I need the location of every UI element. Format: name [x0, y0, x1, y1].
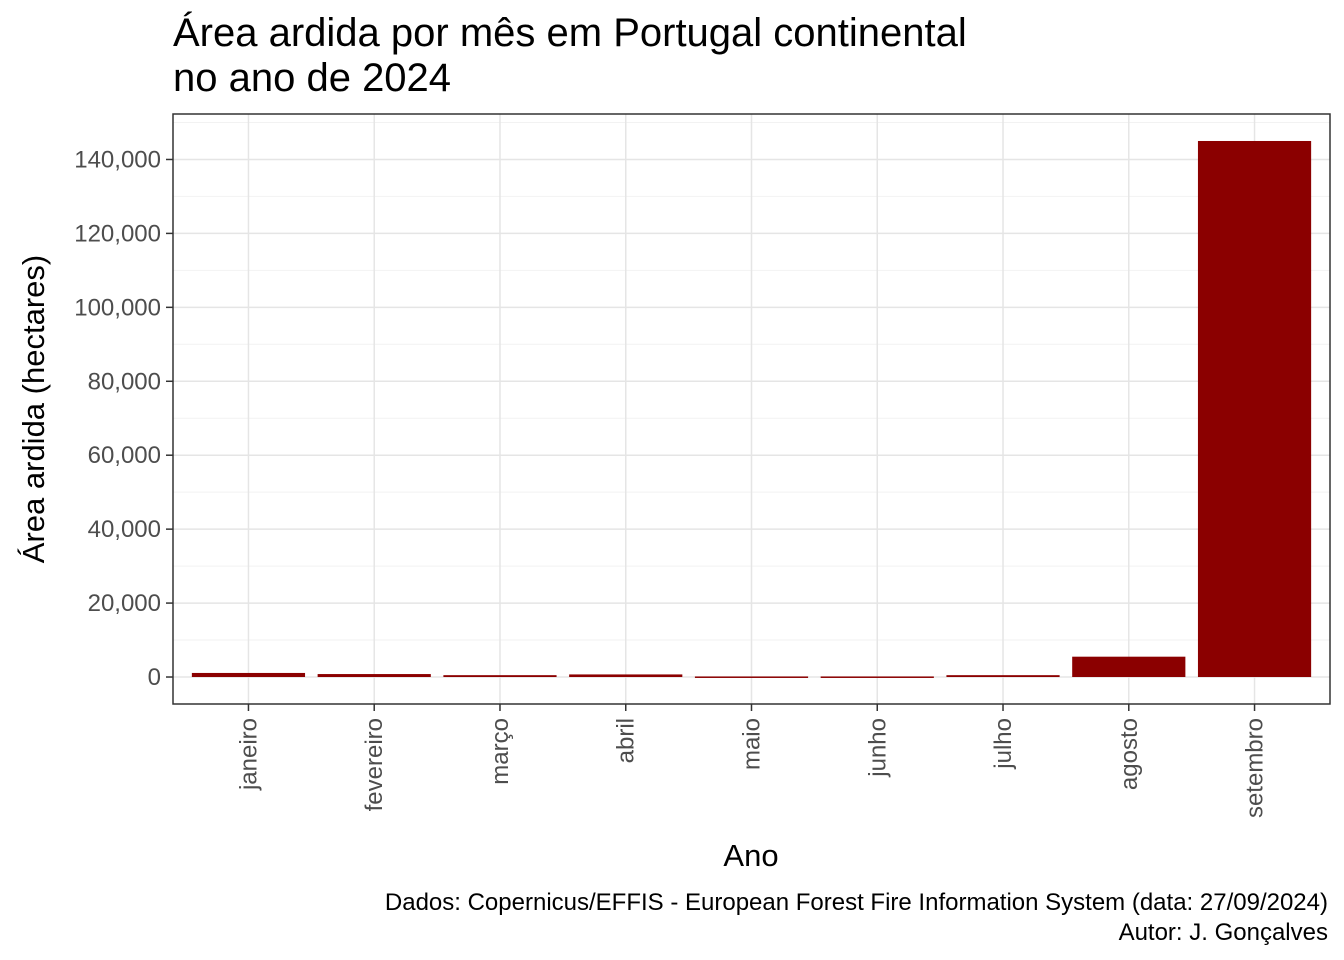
- bar-agosto: [1072, 656, 1186, 678]
- y-tick-label: 120,000: [74, 220, 161, 247]
- bars-group: [191, 140, 1312, 678]
- y-tick-label: 100,000: [74, 294, 161, 321]
- bar-fevereiro: [317, 674, 431, 678]
- bar-janeiro: [191, 672, 306, 678]
- y-tick-label: 0: [148, 664, 161, 691]
- y-tick-label: 140,000: [74, 146, 161, 173]
- x-tick-label: maio: [739, 718, 766, 770]
- x-tick-label: abril: [613, 718, 640, 763]
- x-tick-label: agosto: [1116, 718, 1143, 790]
- chart-title-line-2: no ano de 2024: [173, 56, 451, 100]
- bar-março: [443, 675, 557, 678]
- y-axis: 0 20,000 40,000 60,000 80,000 100,000 120,000 1…: [74, 146, 173, 691]
- y-tick-label: 60,000: [88, 442, 161, 469]
- bar-setembro: [1197, 140, 1312, 678]
- x-tick-label: fevereiro: [361, 718, 388, 811]
- x-tick-label: setembro: [1242, 718, 1269, 818]
- caption-author: Autor: J. Gonçalves: [1119, 919, 1328, 946]
- x-tick-label: março: [487, 718, 514, 785]
- y-tick-label: 80,000: [88, 368, 161, 395]
- bar-julho: [946, 675, 1060, 678]
- bar-abril: [569, 674, 683, 678]
- y-axis-title: Área ardida (hectares): [16, 255, 51, 563]
- caption-source: Dados: Copernicus/EFFIS - European Fores…: [385, 889, 1328, 916]
- x-tick-label: junho: [864, 718, 891, 778]
- y-tick-label: 20,000: [88, 590, 161, 617]
- bar-junho: [820, 676, 934, 678]
- x-axis: janeiro fevereiro março abril maio junho julho…: [235, 704, 1269, 818]
- y-tick-label: 40,000: [88, 516, 161, 543]
- x-tick-label: julho: [990, 718, 1017, 770]
- x-tick-label: janeiro: [235, 718, 262, 791]
- bar-maio: [694, 676, 809, 678]
- x-axis-title: Ano: [723, 838, 778, 873]
- chart-title-line-1: Área ardida por mês em Portugal continen…: [173, 10, 967, 55]
